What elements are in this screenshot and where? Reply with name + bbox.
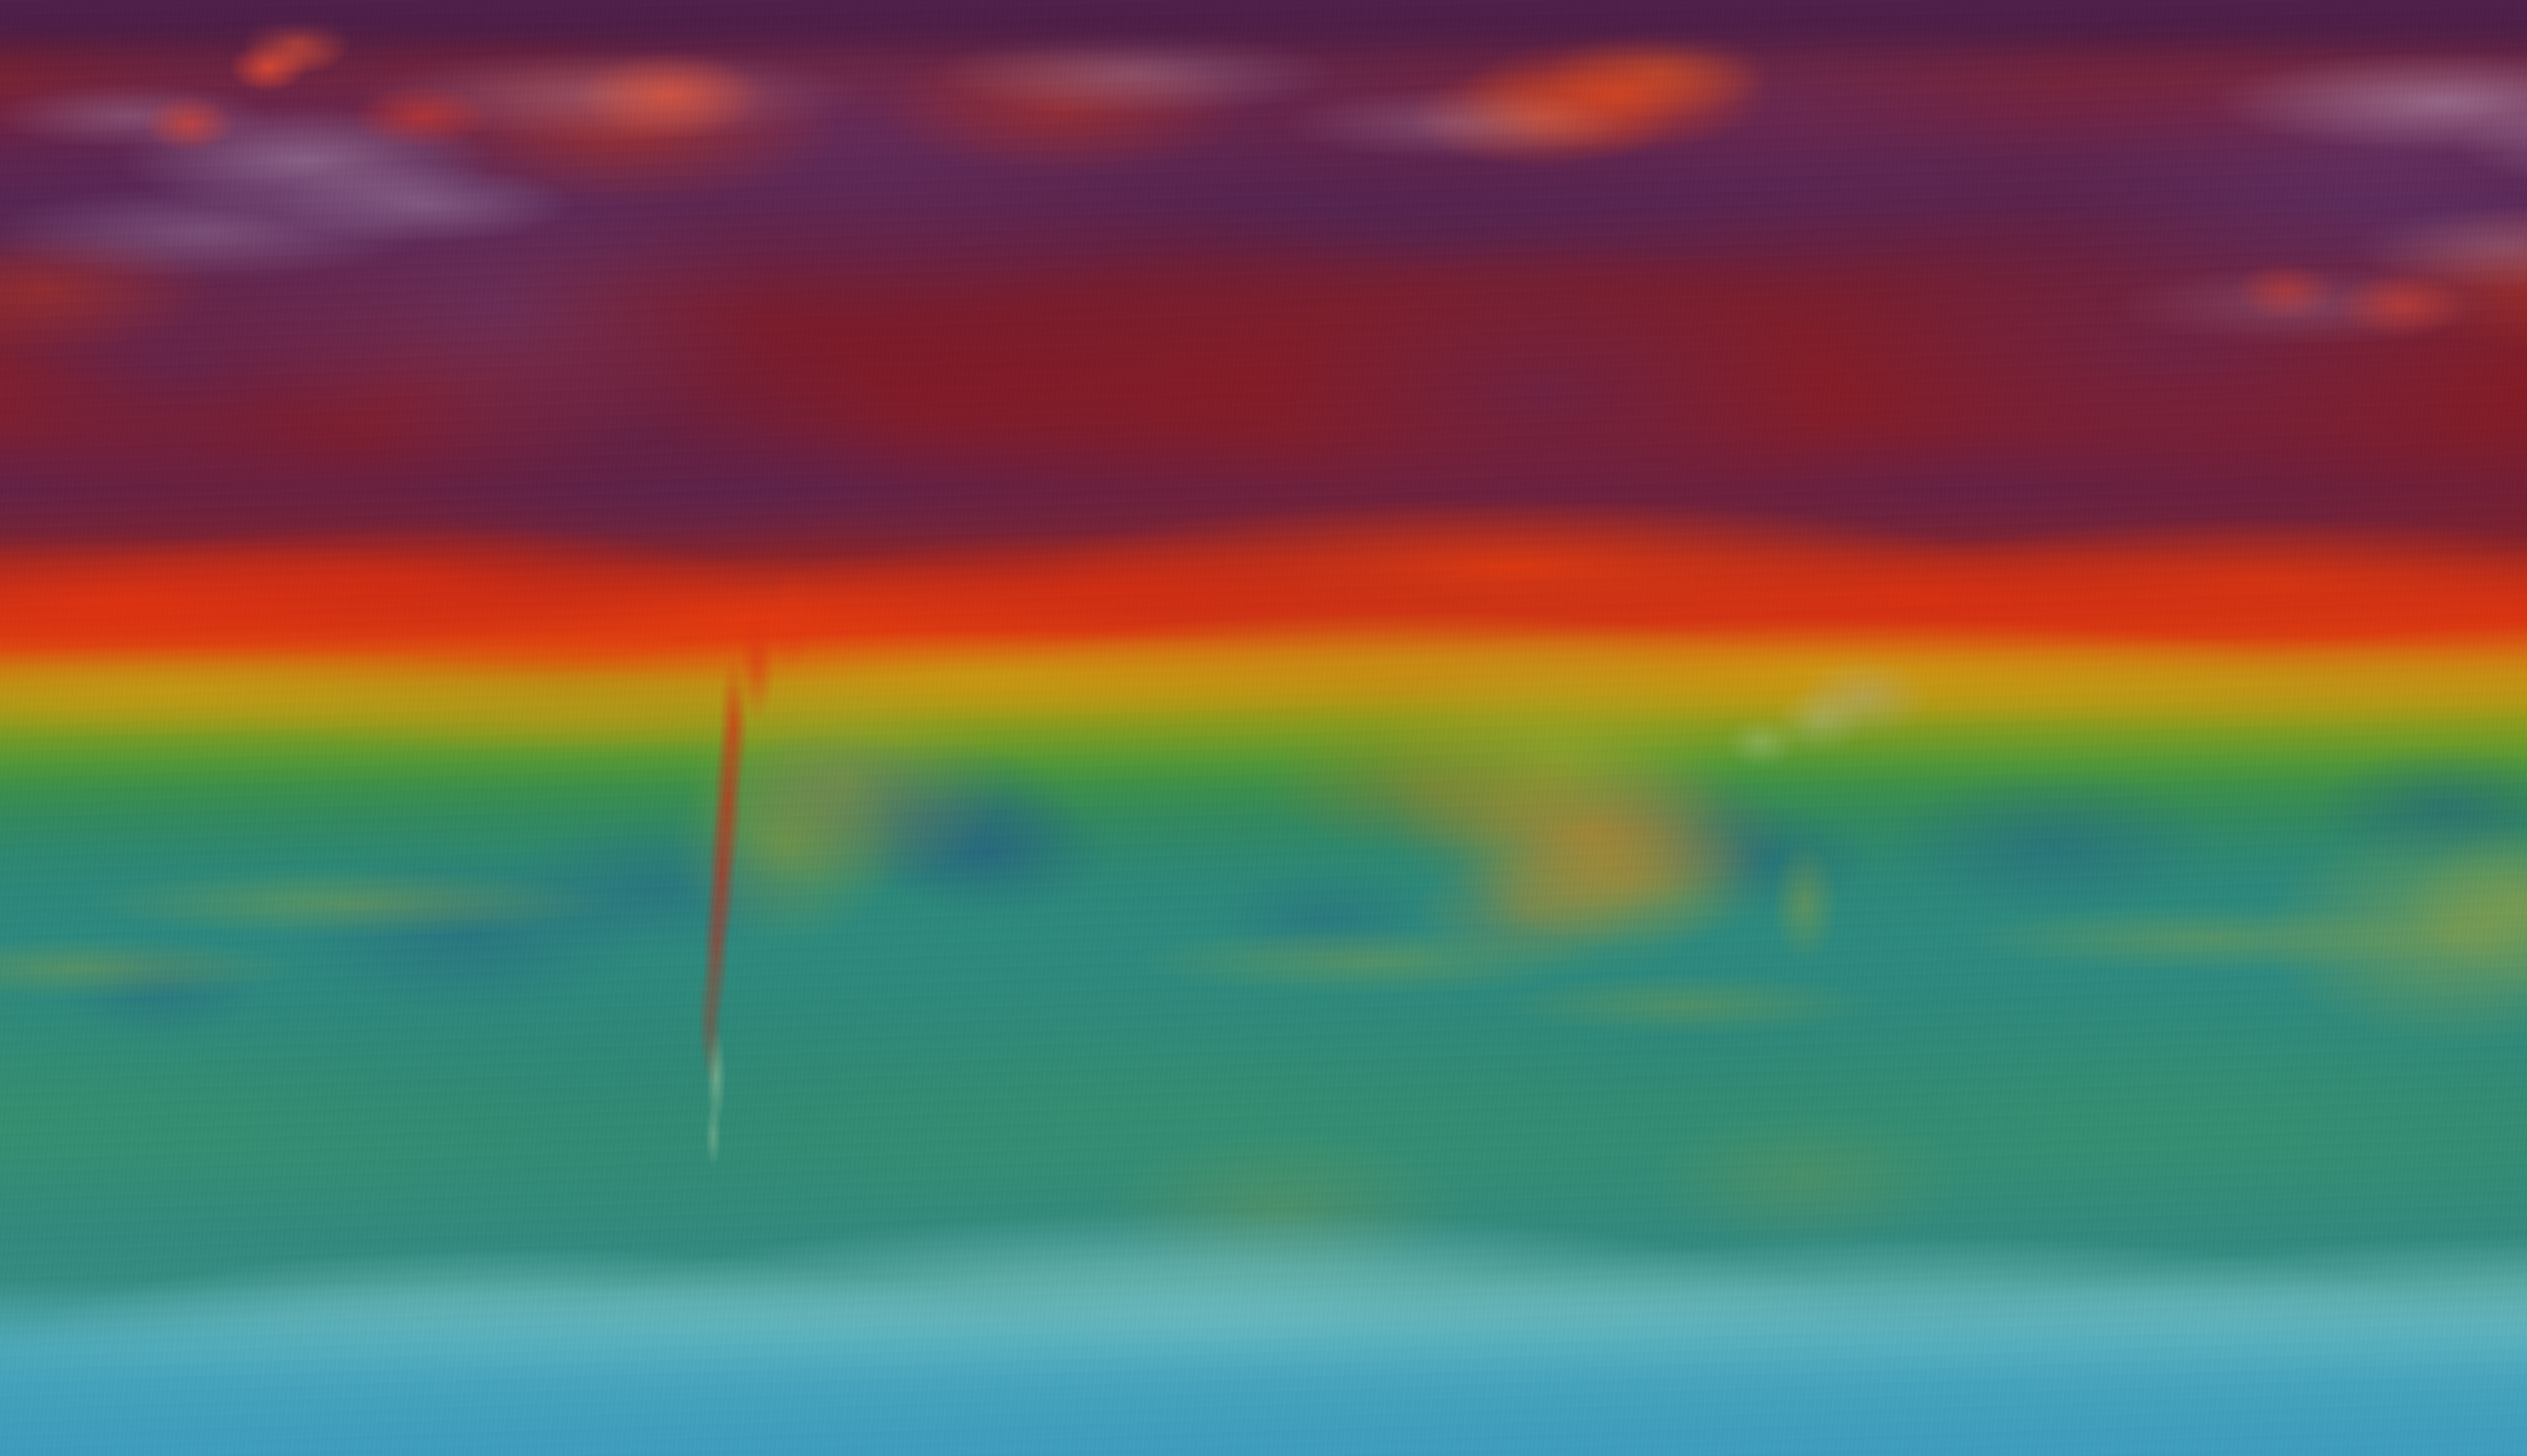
global-co2-visualization: global-atmospheric-scalar-field equirect…	[0, 0, 2527, 1456]
northern-maroon-mass-layer	[0, 0, 2527, 1456]
emission-hotspots-layer	[0, 0, 2527, 1456]
flow-striation-texture-layer	[0, 0, 2527, 1456]
southern-ocean-variation-layer	[0, 0, 2527, 1456]
southern-depletion-pockets-layer	[0, 0, 2527, 1456]
antarctic-icesheet-layer	[0, 0, 2527, 1456]
vignette-layer	[0, 0, 2527, 1456]
tibetan-plateau-pocket-layer	[0, 0, 2527, 1456]
south-polar-cap-layer	[0, 0, 2527, 1456]
northern-orange-jets-layer	[0, 0, 2527, 1456]
southern-yellow-streamers-layer	[0, 0, 2527, 1456]
northern-purple-vortices-layer	[0, 0, 2527, 1456]
northern-convergence-band-layer	[0, 0, 2527, 1456]
southern-landmasses-layer	[0, 0, 2527, 1456]
base-latitudinal-colormap-layer	[0, 0, 2527, 1456]
zonal-banding-texture-layer	[0, 0, 2527, 1456]
andes-emission-ridge-layer	[0, 0, 2527, 1456]
equatorial-plumes-layer	[0, 0, 2527, 1456]
equatorial-yellow-ribbon-layer	[0, 0, 2527, 1456]
north-polar-cap-layer	[0, 0, 2527, 1456]
lavender-cloud-wisps-layer	[0, 0, 2527, 1456]
